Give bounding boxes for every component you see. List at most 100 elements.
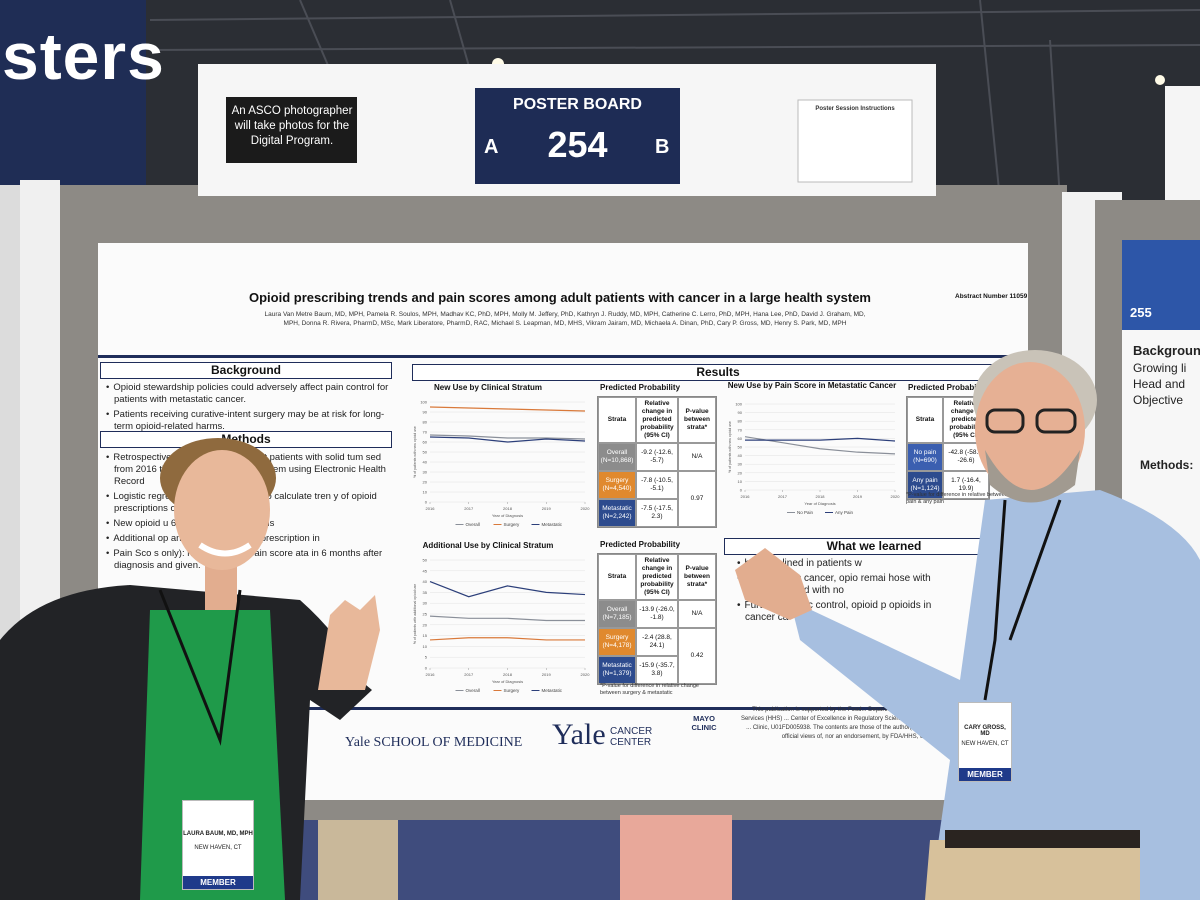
logo-yale-som: Yale SCHOOL OF MEDICINE (345, 735, 523, 750)
side-a: A (484, 136, 499, 158)
table: Strata Relative change in predicted proba… (597, 553, 717, 685)
badge-city: NEW HAVEN, CT (961, 741, 1009, 747)
x-tick-label: 2020 (581, 506, 591, 511)
y-tick-label: 0 (425, 500, 428, 505)
y-tick-label: 50 (423, 558, 428, 563)
x-tick-label: 2017 (778, 494, 788, 499)
y-tick-label: 30 (423, 601, 428, 606)
neighbor-bullet: Objective (1133, 393, 1184, 407)
glasses (1035, 408, 1077, 434)
table-cell: 0.42 (678, 628, 716, 684)
number-box (475, 88, 680, 184)
x-tick-label: 2017 (464, 672, 474, 677)
series-line (745, 437, 896, 442)
legend-label: Metastatic (542, 522, 563, 527)
x-tick-label: 2018 (816, 494, 826, 499)
y-tick-label: 15 (423, 633, 428, 638)
neighbor-bullet: Head and (1133, 377, 1186, 391)
bullet: Further researc control, opioid p opioid… (735, 600, 935, 624)
table-header: Strata (907, 397, 943, 443)
y-tick-label: 10 (423, 644, 428, 649)
y-tick-label: 45 (423, 568, 428, 573)
belt (945, 830, 1140, 848)
y-tick-label: 20 (738, 470, 743, 475)
y-tick-label: 10 (738, 479, 743, 484)
banner-text: sters (2, 19, 165, 93)
logo-mayo: MAYO CLINIC (691, 714, 717, 732)
beard (985, 450, 1080, 503)
neighbor-heading: Backgroun (1133, 343, 1200, 358)
table-cell: -7.8 (-10.5, -5.1) (636, 471, 678, 499)
y-tick-label: 40 (738, 453, 743, 458)
bystander-dress (620, 815, 732, 900)
x-tick-label: 2016 (426, 672, 436, 677)
bullet: bing declined in patients w (735, 558, 935, 570)
badge: CARY GROSS, MD NEW HAVEN, CT MEMBER (958, 702, 1012, 782)
x-tick-label: 2018 (503, 506, 513, 511)
shirt (790, 490, 1200, 900)
table-cell: -9.2 (-12.6, -5.7) (636, 443, 678, 471)
badge-city: NEW HAVEN, CT (194, 845, 242, 851)
light (1155, 75, 1165, 85)
bullet: Opioid stewardship policies could advers… (104, 382, 389, 406)
y-tick-label: 90 (423, 410, 428, 415)
legend-label: Any Pain (835, 510, 854, 515)
table-cell: Any pain (N=1,124) (907, 471, 943, 499)
x-tick-label: 2019 (542, 506, 552, 511)
badge-name: LAURA BAUM, MD, MPH (183, 831, 253, 837)
badge-type: MEMBER (183, 876, 253, 889)
badge: LAURA BAUM, MD, MPH NEW HAVEN, CT MEMBER (182, 800, 254, 890)
table-heading: Predicted Probability (600, 540, 681, 549)
y-tick-label: 70 (423, 430, 428, 435)
x-tick-label: 2017 (464, 506, 474, 511)
side-b: B (655, 136, 670, 158)
table-cell: Surgery (N=4,178) (598, 628, 636, 656)
table-cell: N/A (678, 600, 716, 628)
funding: This publication is supported by the Foo… (740, 707, 970, 740)
x-axis-label: Year of Diagnosis (492, 679, 523, 684)
y-tick-label: 60 (423, 440, 428, 445)
y-tick-label: 30 (423, 470, 428, 475)
table: Strata Relative change in predicted proba… (597, 396, 717, 528)
notice-text: An ASCO photographer will take photos fo… (231, 105, 353, 147)
neighbor-bullets: Growing li Head and Objective (1133, 360, 1186, 408)
table-cell: Overall (N=10,868) (598, 443, 636, 471)
instructions-title: Poster Session Instructions (815, 106, 895, 112)
legend-label: No Pain (797, 510, 814, 515)
y-tick-label: 10 (423, 490, 428, 495)
neighbor-header (1122, 240, 1200, 330)
x-tick-label: 2018 (503, 672, 513, 677)
face (975, 362, 1085, 498)
series-line (429, 406, 586, 412)
badge-type: MEMBER (959, 768, 1011, 781)
badge-name: CARY GROSS, MD (964, 725, 1006, 737)
logo-yale: Yale (552, 718, 606, 751)
x-tick-label: 2020 (891, 494, 901, 499)
y-tick-label: 70 (738, 427, 743, 432)
series-line (429, 434, 586, 440)
x-tick-label: 2016 (741, 494, 751, 499)
y-tick-label: 90 (738, 410, 743, 415)
y-tick-label: 100 (420, 400, 427, 405)
table: Strata Relative change in predicted proba… (906, 396, 990, 500)
y-tick-label: 80 (423, 420, 428, 425)
board-number: 254 (547, 124, 608, 165)
y-tick-label: 50 (738, 445, 743, 450)
table-cell: Surgery (N=4,540) (598, 471, 636, 499)
y-tick-label: 20 (423, 622, 428, 627)
bystander-legs (318, 820, 398, 900)
y-tick-label: 80 (738, 419, 743, 424)
table-header: Strata (598, 397, 636, 443)
neighbor-methods: Methods: (1140, 458, 1194, 472)
table-heading: Predicted Probabili (908, 383, 981, 392)
x-tick-label: 2019 (853, 494, 863, 499)
series-line (429, 581, 586, 598)
logo-cancer-center: CANCER CENTER (610, 726, 653, 748)
bullet: Patients receiving curative-intent surge… (104, 409, 389, 433)
table-note: *P-value for difference in relative chan… (600, 683, 699, 696)
man (735, 350, 1200, 900)
table-cell: Metastatic (N=2,242) (598, 499, 636, 527)
neighbor-bullet: Growing li (1133, 361, 1187, 375)
poster-rule (98, 707, 1028, 710)
